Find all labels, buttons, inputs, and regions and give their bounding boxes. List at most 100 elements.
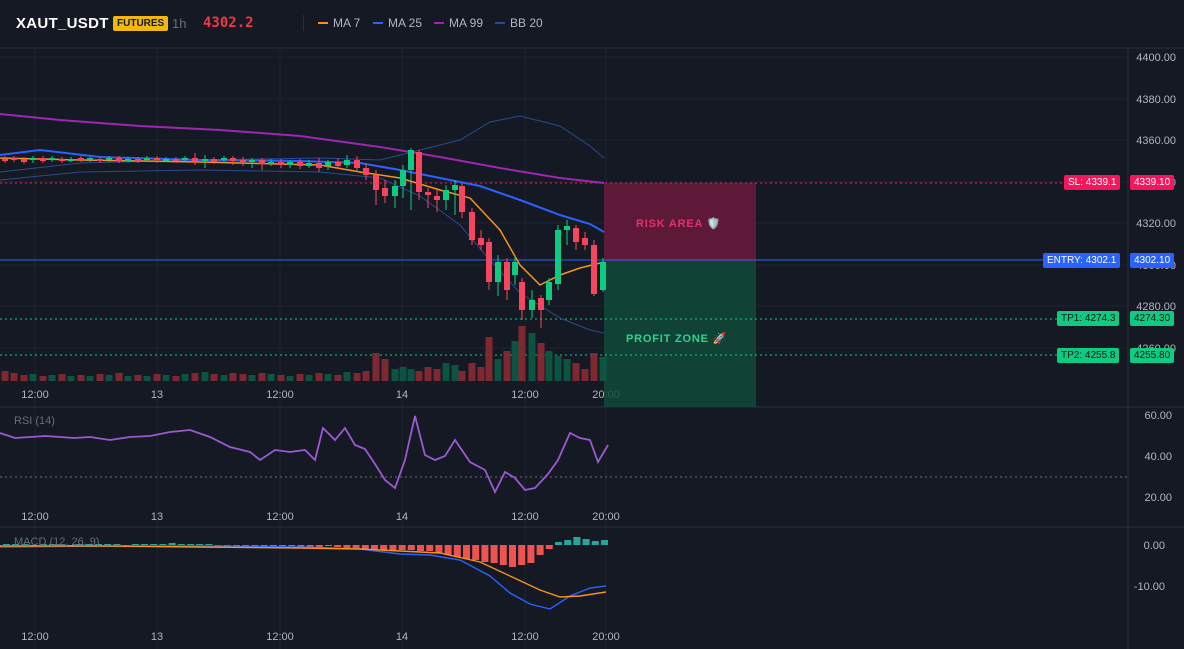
candle-down[interactable] [97,159,103,161]
macd-histogram-bar [435,545,443,553]
volume-bar [433,369,441,381]
candle-down[interactable] [373,175,379,190]
candle-up[interactable] [400,170,406,186]
legend-ma25[interactable]: MA 25 [373,16,422,30]
candle-down[interactable] [425,192,431,195]
macd-histogram-bar [389,545,397,550]
candle-up[interactable] [287,162,293,165]
candle-up[interactable] [249,160,255,162]
candle-up[interactable] [221,158,227,160]
macd-histogram-bar [269,545,277,546]
candle-down[interactable] [591,245,597,294]
legend-ma7[interactable]: MA 7 [318,16,360,30]
candle-up[interactable] [443,190,449,200]
risk-area-label: RISK AREA 🛡️ [636,218,722,230]
candle-down[interactable] [21,159,27,162]
candle-up[interactable] [408,150,414,170]
candle-up[interactable] [546,282,552,300]
symbol-name[interactable]: XAUT_USDT [16,15,109,32]
candle-down[interactable] [297,162,303,166]
timeframe-selector[interactable]: 1h [172,16,187,31]
macd-histogram-bar [582,539,590,545]
macd-histogram-bar [417,545,424,551]
candle-up[interactable] [163,159,169,161]
candle-up[interactable] [30,158,36,160]
candle-up[interactable] [344,160,350,165]
candle-up[interactable] [392,186,398,196]
candle-down[interactable] [416,152,422,192]
candle-down[interactable] [154,158,160,160]
candle-up[interactable] [495,262,501,282]
candle-down[interactable] [316,163,322,168]
candle-up[interactable] [564,226,570,230]
candle-down[interactable] [59,159,65,161]
macd-signal-line [0,545,607,598]
candle-up[interactable] [182,158,188,160]
entry-price-tag: 4302.10 [1130,253,1175,268]
candle-down[interactable] [573,228,579,242]
candle-down[interactable] [211,159,217,162]
candle-down[interactable] [582,238,588,245]
volume-bar [391,369,399,381]
candle-up[interactable] [68,159,74,161]
last-price: 4302.2 [203,15,254,31]
volume-bar [415,371,423,381]
candle-up[interactable] [529,300,535,310]
volume-bar [258,373,266,381]
candle-down[interactable] [469,212,475,240]
candle-up[interactable] [555,230,561,284]
volume-bar [451,365,459,381]
candle-down[interactable] [135,159,141,161]
candle-up[interactable] [452,185,458,190]
candle-up[interactable] [600,262,606,290]
candle-down[interactable] [519,282,525,310]
volume-bar [468,363,476,381]
candle-down[interactable] [230,158,236,161]
macd-histogram-bar [398,545,406,550]
candle-down[interactable] [192,158,198,161]
candle-down[interactable] [434,196,440,200]
candle-up[interactable] [306,163,312,166]
macd-histogram-bar [297,545,305,547]
volume-bar [105,375,113,381]
candle-up[interactable] [268,162,274,164]
candle-down[interactable] [173,159,179,161]
legend-bb20[interactable]: BB 20 [495,16,543,30]
time-axis-tick: 14 [396,631,408,643]
candle-down[interactable] [40,158,46,161]
volume-bar [134,375,142,381]
macd-histogram-bar [223,545,231,546]
candle-down[interactable] [538,298,544,310]
candle-up[interactable] [49,158,55,160]
candle-down[interactable] [363,168,369,175]
time-axis-tick: 12:00 [511,631,539,643]
candle-up[interactable] [144,158,150,160]
candle-down[interactable] [2,159,8,161]
candle-down[interactable] [382,188,388,196]
legend-ma99[interactable]: MA 99 [434,16,483,30]
candle-up[interactable] [202,159,208,161]
candle-down[interactable] [116,158,122,161]
candle-down[interactable] [486,242,492,282]
candle-up[interactable] [325,162,331,166]
volume-bar [458,371,466,381]
candle-down[interactable] [478,238,484,245]
volume-bar [381,359,389,381]
candle-down[interactable] [11,158,17,160]
candle-down[interactable] [259,160,265,164]
candle-down[interactable] [335,162,341,166]
candle-up[interactable] [106,158,112,160]
candle-down[interactable] [459,186,465,212]
candle-down[interactable] [78,158,84,160]
price-axis-tick: 4400.00 [1136,52,1176,64]
candle-up[interactable] [125,159,131,161]
candle-down[interactable] [278,162,284,165]
candle-down[interactable] [240,160,246,162]
candle-up[interactable] [87,158,93,160]
candle-up[interactable] [512,262,518,275]
volume-bar [485,337,493,381]
candle-down[interactable] [504,262,510,290]
candle-down[interactable] [354,160,360,168]
